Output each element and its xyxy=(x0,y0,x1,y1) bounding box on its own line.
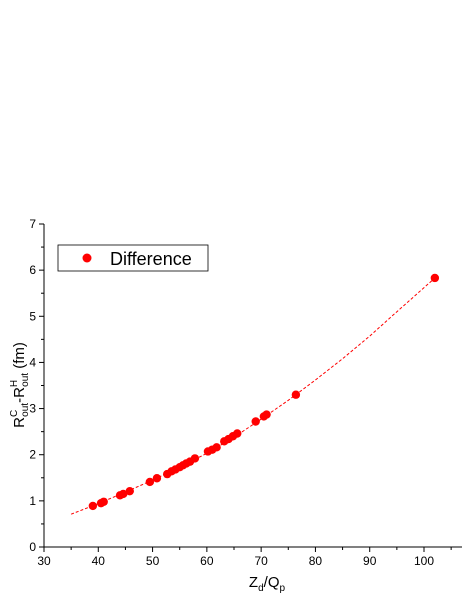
data-point xyxy=(119,489,128,499)
legend-marker xyxy=(82,253,92,263)
y-tick-label: 3 xyxy=(29,402,36,416)
x-tick-label: 90 xyxy=(363,554,377,568)
data-point xyxy=(145,477,155,487)
data-point xyxy=(190,454,200,463)
legend-label: Difference xyxy=(110,249,192,269)
data-point xyxy=(88,501,98,511)
y-axis-title: RCout-RHout (fm) xyxy=(9,342,31,428)
fit-curve-layer xyxy=(70,277,436,515)
data-point xyxy=(262,410,271,419)
tick-labels: 30 40 50 60 70 80 90 100 0 1 2 3 4 5 6 7 xyxy=(29,217,434,568)
x-tick-label: 30 xyxy=(37,554,51,568)
y-tick-label: 6 xyxy=(29,263,36,277)
data-point xyxy=(99,497,108,506)
x-tick-label: 40 xyxy=(92,554,106,568)
data-points xyxy=(88,273,440,511)
x-tick-label: 70 xyxy=(254,554,268,568)
y-tick-label: 5 xyxy=(29,309,36,323)
y-tick-label: 4 xyxy=(29,355,36,369)
data-point xyxy=(291,390,301,399)
data-point xyxy=(233,429,242,438)
x-tick-label: 100 xyxy=(414,554,434,568)
x-axis-title: Zd/Qp xyxy=(249,574,286,594)
axes xyxy=(39,223,462,552)
x-tick-label: 80 xyxy=(309,554,323,568)
legend: Difference xyxy=(57,244,209,272)
y-tick-label: 0 xyxy=(29,540,36,554)
data-point xyxy=(125,486,134,496)
data-point xyxy=(430,273,440,283)
x-tick-label: 50 xyxy=(146,554,160,568)
fit-curve xyxy=(70,277,436,515)
data-point xyxy=(152,474,162,483)
data-point xyxy=(212,443,221,452)
y-tick-label: 1 xyxy=(29,494,36,508)
y-tick-label: 7 xyxy=(29,217,36,231)
x-tick-label: 60 xyxy=(200,554,214,568)
data-point xyxy=(251,417,260,426)
y-tick-label: 2 xyxy=(29,448,36,462)
